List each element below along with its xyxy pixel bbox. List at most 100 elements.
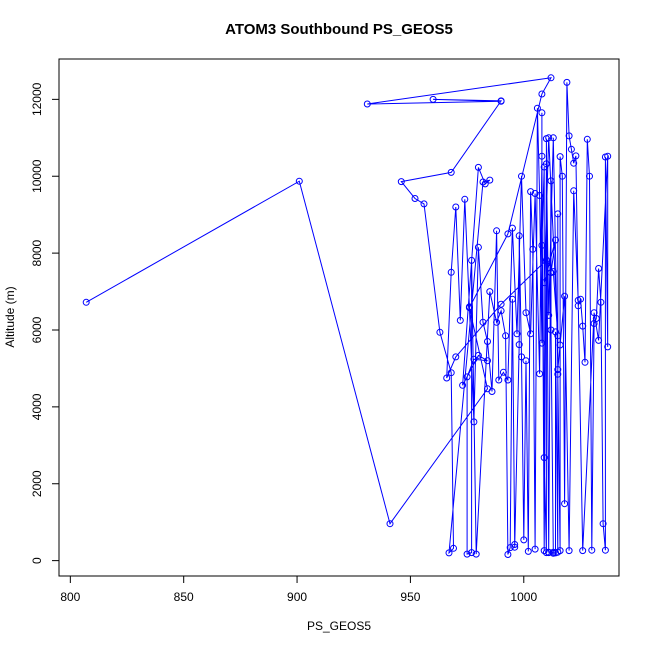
x-tick-label: 800 [60, 590, 80, 604]
data-point [540, 454, 548, 462]
data-point [529, 245, 537, 253]
data-point [561, 500, 569, 508]
data-point [572, 152, 580, 160]
data-point [556, 547, 564, 555]
y-tick-label: 10000 [30, 159, 44, 193]
data-point [545, 134, 553, 142]
data-point [552, 328, 559, 336]
data-point [538, 339, 546, 347]
data-point [556, 341, 564, 349]
data-point [436, 328, 444, 336]
data-point [465, 303, 473, 311]
data-point [443, 374, 451, 382]
data-point [420, 200, 428, 208]
data-point [493, 227, 501, 235]
data-point [545, 311, 553, 319]
data-point [397, 178, 405, 186]
data-point [531, 190, 539, 197]
data-point [570, 187, 578, 195]
data-point [524, 547, 532, 555]
data-point [456, 316, 464, 324]
data-point [515, 341, 523, 349]
data-point [479, 178, 487, 186]
data-point [558, 172, 566, 180]
data-point [515, 232, 523, 240]
data-point [549, 134, 557, 142]
data-point [547, 326, 555, 334]
data-point [574, 296, 582, 304]
data-point [565, 547, 573, 555]
data-point [508, 295, 516, 303]
data-point [497, 307, 505, 315]
data-point [567, 145, 575, 153]
y-tick-label: 0 [30, 557, 44, 564]
data-point [547, 269, 555, 277]
data-point [499, 368, 507, 376]
data-point [468, 549, 476, 557]
data-point [592, 315, 600, 322]
data-point [452, 203, 460, 211]
data-point [497, 97, 505, 105]
data-point [459, 381, 467, 389]
data-point [511, 541, 519, 548]
data-point [470, 355, 478, 363]
data-point [474, 163, 482, 171]
data-point [590, 309, 598, 317]
data-point [504, 230, 512, 238]
data-point [581, 358, 589, 366]
data-point [472, 550, 480, 558]
data-point [493, 318, 501, 326]
data-point [570, 159, 578, 167]
series-layer [82, 74, 612, 558]
data-point [563, 78, 571, 86]
data-point [536, 370, 544, 378]
data-point [411, 195, 419, 202]
data-point [513, 330, 521, 338]
data-point [599, 520, 607, 528]
data-point [554, 370, 562, 378]
data-point [538, 241, 546, 249]
data-point [468, 256, 476, 264]
data-point [486, 288, 494, 296]
data-point [542, 256, 550, 264]
data-point [474, 243, 482, 251]
data-point [545, 548, 553, 556]
data-point [540, 279, 548, 287]
data-point [574, 302, 582, 310]
data-point [538, 90, 546, 98]
data-point [527, 188, 535, 196]
data-point [542, 160, 550, 168]
x-tick-label: 900 [287, 590, 307, 604]
data-point [556, 153, 564, 161]
data-point [536, 192, 544, 199]
x-axis-label: PS_GEOS5 [307, 619, 371, 633]
data-point [561, 292, 569, 300]
data-point [520, 536, 528, 544]
data-point [511, 543, 519, 551]
data-point [565, 132, 573, 140]
data-point [579, 547, 587, 555]
data-point [429, 95, 437, 103]
data-point [547, 74, 555, 82]
data-point [595, 336, 603, 344]
series-line [85, 77, 609, 555]
data-point [447, 268, 455, 276]
data-point [508, 224, 516, 232]
data-point [554, 210, 562, 218]
data-point [461, 195, 469, 203]
data-point [554, 366, 562, 374]
data-point [527, 330, 535, 338]
data-point [604, 152, 612, 160]
data-point [447, 369, 455, 377]
data-point [522, 309, 530, 317]
data-point [540, 547, 548, 555]
data-point [533, 104, 541, 112]
y-tick-label: 12000 [30, 82, 44, 116]
data-point [604, 343, 612, 351]
chart-title: ATOM3 Southbound PS_GEOS5 [225, 21, 453, 38]
data-point [497, 300, 505, 308]
x-tick-label: 950 [400, 590, 420, 604]
y-axis: 0 2000 4000 6000 8000 10000 12000 [30, 82, 60, 564]
data-point [583, 135, 591, 143]
x-tick-label: 1000 [510, 590, 537, 604]
